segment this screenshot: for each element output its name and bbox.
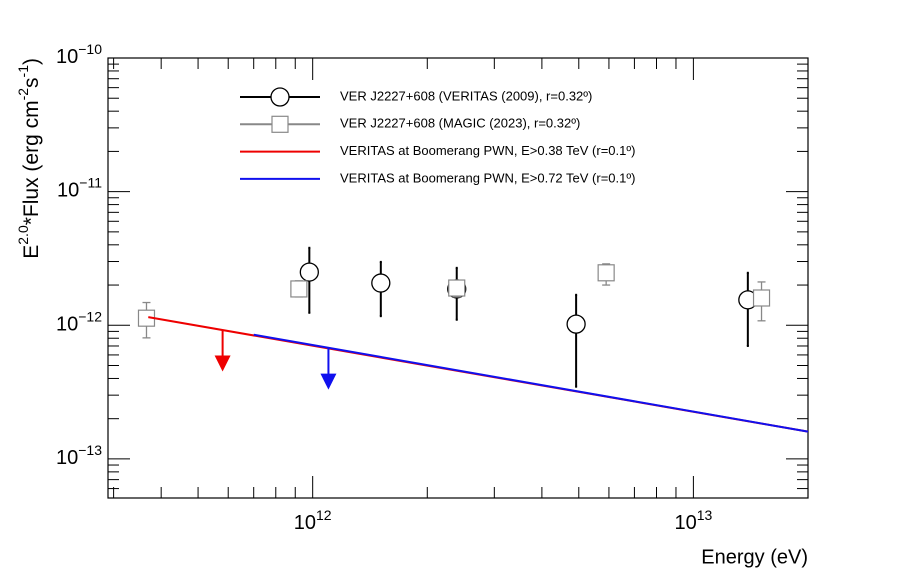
y-tick-exponent: −12 bbox=[78, 308, 102, 324]
legend-marker bbox=[270, 87, 290, 107]
upper-limit-arrow bbox=[320, 347, 337, 390]
point-marker bbox=[290, 280, 308, 298]
x-tick-base: 10 bbox=[294, 512, 316, 534]
x-tick-exponent: 13 bbox=[697, 507, 713, 523]
y-axis-label-superscript: -1 bbox=[15, 65, 31, 78]
y-axis-label-part: s bbox=[20, 77, 43, 88]
y-axis-label-part: E bbox=[20, 245, 43, 259]
plot-frame bbox=[107, 57, 809, 499]
upper-limit-head bbox=[214, 355, 231, 372]
x-tick-label: 1013 bbox=[674, 507, 712, 535]
y-axis-label: E2.0*Flux (erg cm-2s-1) bbox=[15, 58, 43, 259]
point-marker bbox=[448, 279, 466, 297]
y-axis-label-part: ) bbox=[20, 58, 43, 65]
x-tick-exponent: 12 bbox=[316, 507, 332, 523]
point-marker bbox=[597, 264, 615, 282]
y-tick-exponent: −10 bbox=[78, 41, 102, 57]
upper-limit-head bbox=[320, 373, 337, 390]
legend-label: VERITAS at Boomerang PWN, E>0.72 TeV (r=… bbox=[340, 170, 635, 185]
point-marker bbox=[566, 314, 586, 334]
point-marker bbox=[371, 273, 391, 293]
y-tick-base: 10 bbox=[56, 46, 78, 68]
y-axis-label-superscript: -2 bbox=[15, 88, 31, 101]
legend-label: VER J2227+608 (MAGIC (2023), r=0.32º) bbox=[340, 116, 580, 131]
y-tick-label: 10−10 bbox=[56, 41, 102, 69]
x-axis-label: Energy (eV) bbox=[701, 546, 808, 568]
x-tick-base: 10 bbox=[674, 512, 696, 534]
y-tick-label: 10−13 bbox=[56, 442, 102, 470]
y-tick-exponent: −13 bbox=[78, 442, 102, 458]
y-axis-label-superscript: 2.0 bbox=[15, 225, 31, 245]
y-tick-exponent: −11 bbox=[79, 174, 102, 190]
point-marker bbox=[299, 262, 319, 282]
y-tick-label: 10−11 bbox=[57, 174, 102, 202]
upper-limit-arrow bbox=[214, 329, 231, 372]
y-tick-base: 10 bbox=[56, 447, 78, 469]
y-tick-base: 10 bbox=[57, 180, 79, 202]
y-axis-label-part: *Flux (erg cm bbox=[20, 100, 43, 225]
x-tick-label: 1012 bbox=[294, 507, 332, 535]
model-line bbox=[253, 333, 809, 433]
y-tick-base: 10 bbox=[56, 314, 78, 336]
y-tick-label: 10−12 bbox=[56, 308, 102, 336]
point-marker bbox=[752, 289, 771, 307]
legend-label: VER J2227+608 (VERITAS (2009), r=0.32º) bbox=[340, 88, 592, 103]
legend-label: VERITAS at Boomerang PWN, E>0.38 TeV (r=… bbox=[340, 143, 635, 158]
legend-marker bbox=[271, 115, 289, 133]
